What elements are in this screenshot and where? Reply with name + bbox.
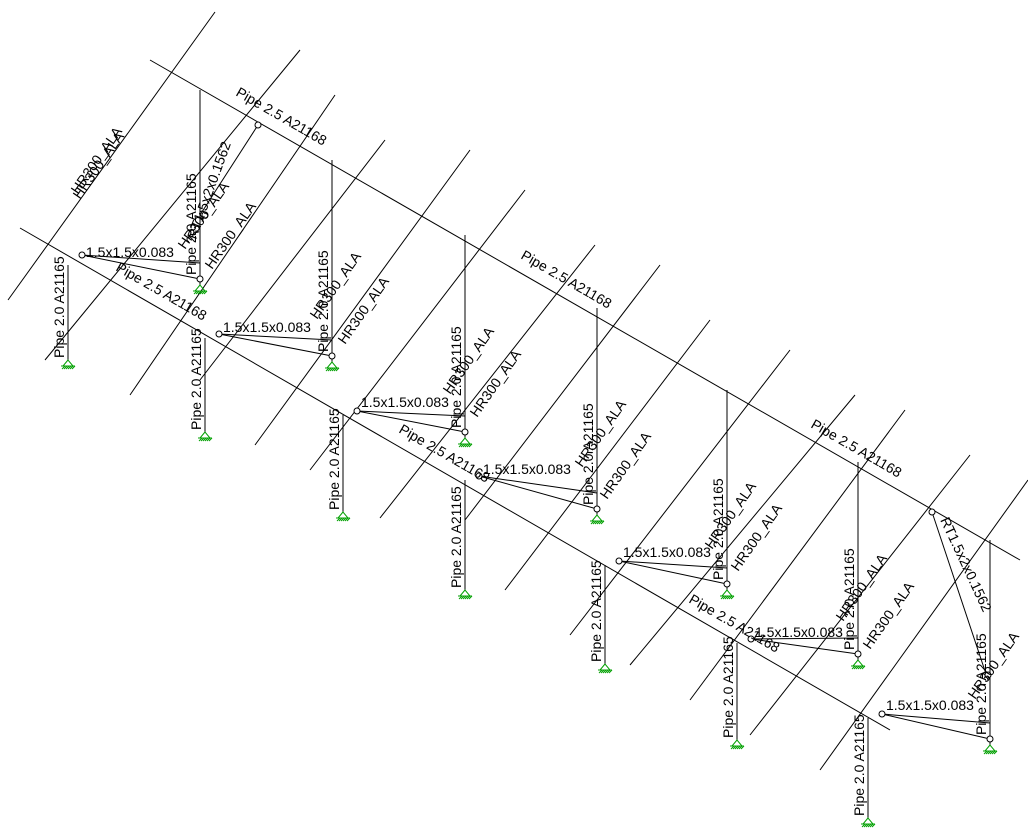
purlin-members bbox=[19, 59, 1021, 731]
post-label: Pipe 2.0 A21165 bbox=[448, 326, 464, 428]
post-label: Pipe 2.0 A21165 bbox=[851, 714, 867, 816]
post-label: Pipe 2.0 A21165 bbox=[710, 478, 726, 580]
rail-member bbox=[749, 454, 971, 736]
rail-member bbox=[569, 349, 791, 636]
purlin-label: Pipe 2.5 A21168 bbox=[809, 416, 905, 481]
post-label: Pipe 2.0 A21165 bbox=[973, 633, 989, 735]
joint-node bbox=[201, 211, 209, 219]
fixed-support bbox=[590, 514, 605, 525]
post-label: Pipe 2.0 A21165 bbox=[183, 173, 199, 275]
strut-member bbox=[81, 254, 201, 280]
rail-member bbox=[629, 394, 856, 666]
rail-member bbox=[254, 149, 471, 446]
joint-node bbox=[78, 251, 86, 259]
frame-members bbox=[67, 90, 994, 818]
rail-members bbox=[7, 11, 1028, 771]
rail-member bbox=[464, 264, 661, 521]
fixed-support bbox=[861, 817, 876, 828]
strut-label: 1.5x1.5x0.083 bbox=[86, 244, 174, 260]
joint-node bbox=[461, 428, 469, 436]
fixed-support bbox=[458, 589, 473, 600]
rail-label: HR300_ALA bbox=[67, 123, 125, 196]
joint-node bbox=[928, 508, 936, 516]
strut-label: 1.5x1.5x0.083 bbox=[483, 461, 571, 477]
strut-member bbox=[618, 560, 728, 569]
fixed-support bbox=[851, 659, 866, 670]
joint-node bbox=[854, 650, 862, 658]
brace-member bbox=[199, 124, 259, 216]
strut-member bbox=[618, 560, 728, 585]
joint-node bbox=[254, 121, 262, 129]
joint-node bbox=[986, 735, 994, 743]
fixed-support bbox=[198, 431, 213, 442]
strut-member bbox=[478, 475, 598, 494]
post-label: Pipe 2.0 A21165 bbox=[51, 256, 67, 358]
joint-node bbox=[328, 352, 336, 360]
fixed-support bbox=[61, 359, 76, 370]
strut-label: 1.5x1.5x0.083 bbox=[886, 697, 974, 713]
post-label: Pipe 2.0 A21165 bbox=[315, 250, 331, 352]
fixed-support bbox=[730, 739, 745, 750]
post-label: Pipe 2.0 A21165 bbox=[188, 328, 204, 430]
fixed-support bbox=[458, 437, 473, 448]
joint-node bbox=[615, 557, 623, 565]
strut-label: 1.5x1.5x0.083 bbox=[623, 544, 711, 560]
purlin-upper bbox=[149, 59, 1021, 561]
strut-member bbox=[478, 475, 598, 510]
strut-member bbox=[750, 637, 859, 640]
post-label: Pipe 2.0 A21165 bbox=[580, 403, 596, 505]
strut-member bbox=[881, 713, 991, 724]
rail-member bbox=[199, 139, 386, 381]
strut-member bbox=[218, 333, 333, 357]
fixed-support bbox=[325, 361, 340, 372]
rail-member bbox=[504, 319, 711, 591]
purlin-label: Pipe 2.5 A21168 bbox=[519, 247, 615, 312]
joint-node bbox=[215, 330, 223, 338]
post-label: Pipe 2.0 A21165 bbox=[841, 548, 857, 650]
post-label: Pipe 2.0 A21165 bbox=[448, 486, 464, 588]
joint-node bbox=[747, 635, 755, 643]
post-label: Pipe 2.0 A21165 bbox=[326, 408, 342, 510]
support-symbols bbox=[61, 284, 998, 828]
fixed-support bbox=[720, 589, 735, 600]
purlin-lower bbox=[19, 227, 891, 731]
brace-member bbox=[931, 511, 989, 681]
fixed-support bbox=[983, 744, 998, 755]
strut-member bbox=[81, 254, 201, 264]
joint-node bbox=[593, 505, 601, 513]
fixed-support bbox=[193, 284, 208, 295]
strut-member bbox=[218, 333, 333, 341]
rail-member bbox=[689, 409, 906, 701]
strut-member bbox=[750, 638, 859, 655]
joint-node bbox=[475, 472, 483, 480]
strut-member bbox=[356, 410, 466, 417]
post-label: Pipe 2.0 A21165 bbox=[720, 636, 736, 738]
rail-member bbox=[309, 189, 526, 471]
strut-label: 1.5x1.5x0.083 bbox=[755, 624, 843, 640]
rail-member bbox=[44, 49, 301, 361]
joint-node bbox=[878, 710, 886, 718]
joint-node bbox=[196, 275, 204, 283]
post-label: Pipe 2.0 A21165 bbox=[588, 560, 604, 662]
fixed-support bbox=[598, 663, 613, 674]
joint-node bbox=[984, 671, 992, 679]
joint-node bbox=[723, 580, 731, 588]
strut-label: 1.5x1.5x0.083 bbox=[223, 319, 311, 335]
rail-member bbox=[819, 479, 1028, 771]
fixed-support bbox=[336, 511, 351, 522]
strut-member bbox=[881, 713, 991, 740]
strut-member bbox=[356, 410, 466, 433]
rail-member bbox=[7, 11, 216, 301]
rail-member bbox=[379, 244, 596, 519]
strut-label: 1.5x1.5x0.083 bbox=[361, 394, 449, 410]
rail-member bbox=[129, 94, 336, 396]
joint-node bbox=[353, 407, 361, 415]
